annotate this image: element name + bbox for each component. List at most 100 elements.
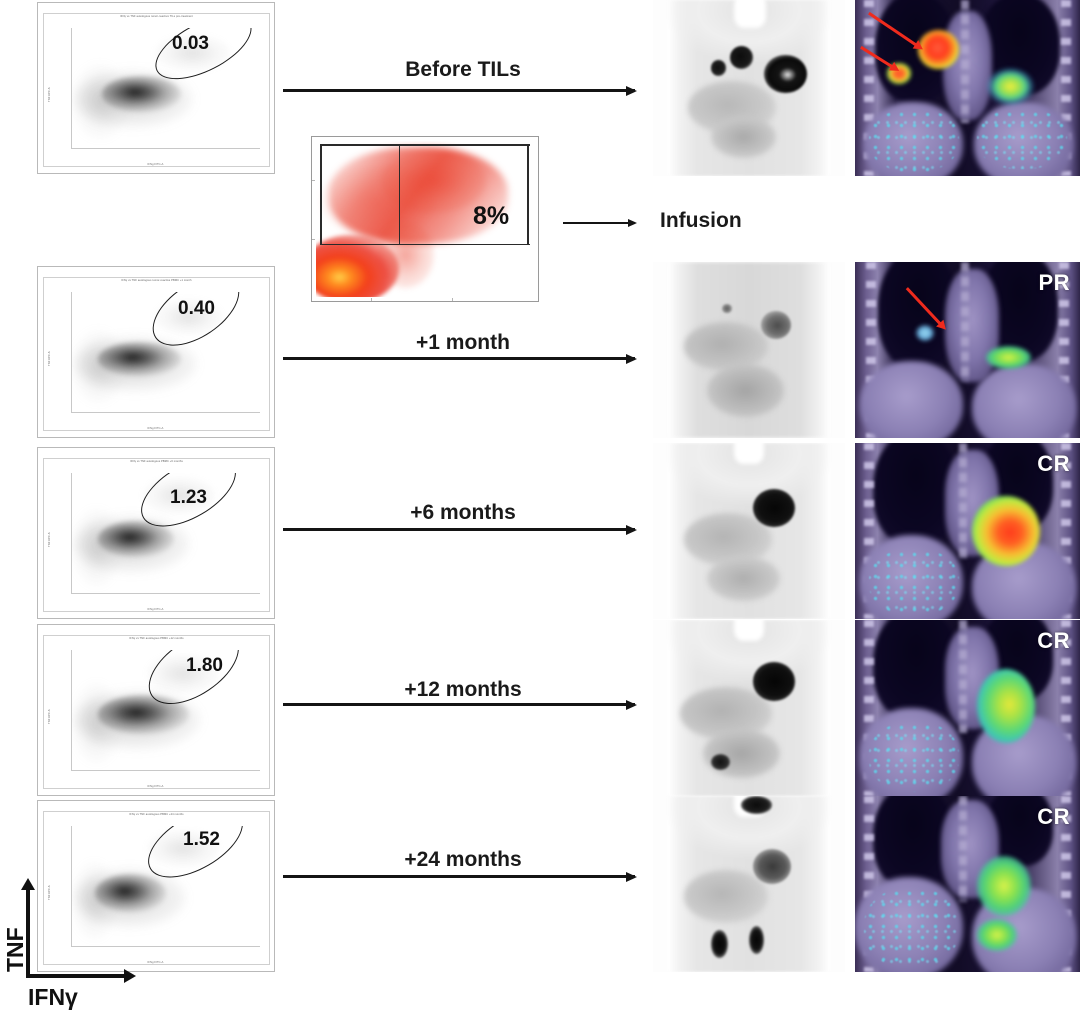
response-badge: CR: [1037, 451, 1070, 476]
ribs-right: [864, 0, 874, 176]
petct-plus-12-months[interactable]: CR: [855, 620, 1080, 796]
x-tick: [181, 148, 183, 149]
y-tick: [71, 575, 72, 576]
mip-neck: [733, 443, 765, 465]
ribs-right: [864, 443, 874, 619]
mip-lesion-large: [729, 45, 753, 69]
petct-plus-1-month[interactable]: PR: [855, 262, 1080, 438]
ribs-left: [1061, 443, 1071, 619]
mip-bowel: [706, 555, 780, 602]
pet-mip-plus-6-months[interactable]: [653, 443, 845, 619]
facs-panel-plus-1-month[interactable]: IFNγ vs TNF autologous tumor-reactive PB…: [37, 266, 275, 438]
mip-brain-base-uptake: [741, 796, 773, 814]
timeline-arrow-before-tils: [283, 89, 635, 92]
facs-gate-value: 1.23: [170, 487, 207, 508]
facs-plot-title: IFNγ vs TNF autologous PBMC +6 months: [130, 460, 183, 463]
facs-plot-area-infusion: [316, 141, 534, 297]
gate-line-top: [320, 144, 530, 146]
lung-uptake-speckle: [868, 722, 959, 793]
pet-mip-plus-1-month[interactable]: [653, 262, 845, 438]
facs-plot-area: [71, 825, 260, 948]
facs-plot-frame: IFNγ vs TNF autologous PBMC +12 months I…: [43, 635, 270, 789]
y-tick: [71, 98, 72, 99]
y-tick: [71, 720, 72, 721]
mip-bowel: [710, 116, 776, 159]
gate-line-right: [527, 144, 529, 244]
ribs-left: [1058, 262, 1069, 438]
x-tick: [139, 593, 141, 594]
pet-mip-before-tils[interactable]: [653, 0, 845, 176]
gate-line-horizontal[interactable]: [320, 243, 530, 246]
legend-y-axis-label: TNF: [2, 927, 28, 972]
legend-x-axis-arrowhead: [124, 969, 136, 983]
petct-plus-6-months[interactable]: CR: [855, 443, 1080, 619]
pet-mip-plus-12-months[interactable]: [653, 620, 845, 796]
facs-panel-plus-6-months[interactable]: IFNγ vs TNF autologous PBMC +6 months IF…: [37, 447, 275, 619]
lesion-hot-large: [918, 29, 959, 69]
facs-plot-title: IFNγ vs TNF autologous PBMC +12 months: [129, 637, 184, 640]
y-tick: [71, 362, 72, 363]
facs-y-axis-caption: TNF APC-A: [47, 709, 51, 725]
mip-neck: [733, 0, 767, 29]
timeline-label-plus-6-months: +6 months: [410, 501, 516, 524]
y-tick: [71, 485, 72, 486]
scatter-cloud-tail: [72, 330, 125, 403]
scatter-cloud-core: [102, 75, 182, 113]
x-tick: [452, 298, 454, 301]
spine: [958, 796, 967, 902]
legend-x-axis-line: [26, 974, 126, 978]
mip-myocardium: [752, 662, 796, 701]
timeline-arrow-plus-12-months: [283, 703, 635, 706]
y-tick: [71, 304, 72, 305]
gate-line-vertical[interactable]: [398, 144, 401, 244]
ribs-left: [1061, 796, 1071, 972]
mip-ureter-left: [710, 929, 728, 958]
facs-panel-plus-24-months[interactable]: IFNγ vs TNF autologous PBMC +24 months I…: [37, 800, 275, 972]
y-tick: [71, 865, 72, 866]
facs-gate-value: 1.52: [183, 829, 220, 850]
scatter-cloud-tail: [72, 683, 121, 764]
facs-plot-frame: IFNγ vs TNF autologous PBMC +6 months IF…: [43, 458, 270, 612]
lesion-hot-small: [886, 63, 912, 85]
y-tick: [71, 130, 72, 131]
facs-plot-frame: IFNγ vs TNF autologous tumor-reactive PB…: [43, 277, 270, 431]
mip-liver: [683, 321, 769, 372]
facs-panel-plus-12-months[interactable]: IFNγ vs TNF autologous PBMC +12 months I…: [37, 624, 275, 796]
scatter-cloud-core: [94, 873, 166, 913]
mip-myocardium: [760, 311, 792, 340]
y-tick: [71, 838, 72, 839]
x-tick: [222, 946, 224, 947]
petct-before-tils[interactable]: [855, 0, 1080, 176]
x-tick: [98, 770, 100, 771]
x-tick: [222, 770, 224, 771]
timeline-label-plus-12-months: +12 months: [404, 678, 522, 701]
legend-y-axis-arrowhead: [21, 878, 35, 890]
scatter-cloud-tail: [72, 508, 121, 587]
timeline-label-plus-1-month: +1 month: [416, 331, 510, 354]
facs-panel-before-tils[interactable]: IFNγ vs TNF autologous tumor-reactive TI…: [37, 2, 275, 174]
lung-right: [873, 443, 959, 546]
facs-plot-title: IFNγ vs TNF autologous tumor-reactive PB…: [121, 279, 192, 282]
y-tick: [71, 543, 72, 544]
mip-ureter-right: [749, 926, 765, 955]
mip-myocardium: [752, 848, 792, 884]
lung-right: [873, 620, 959, 719]
facs-plot-area: [71, 472, 260, 595]
facs-panel-infusion-product[interactable]: [311, 136, 539, 302]
y-tick: [71, 896, 72, 897]
pet-mip-plus-24-months[interactable]: [653, 796, 845, 972]
facs-gate-value: 0.03: [172, 33, 209, 54]
x-tick: [98, 946, 100, 947]
facs-gate-value: 0.40: [178, 298, 215, 319]
scatter-cloud-tail: [72, 63, 129, 139]
scatter-gate-cloud: [143, 477, 215, 514]
x-tick: [98, 412, 100, 413]
petct-plus-24-months[interactable]: CR: [855, 796, 1080, 972]
timeline-arrow-plus-24-months: [283, 875, 635, 878]
scatter-cloud-diagonal: [329, 147, 508, 244]
scatter-cloud-core: [98, 342, 182, 377]
bowel-uptake: [976, 919, 1017, 951]
ribs-right: [866, 262, 877, 438]
ribs-left: [1061, 620, 1071, 796]
mip-liver: [683, 869, 769, 923]
